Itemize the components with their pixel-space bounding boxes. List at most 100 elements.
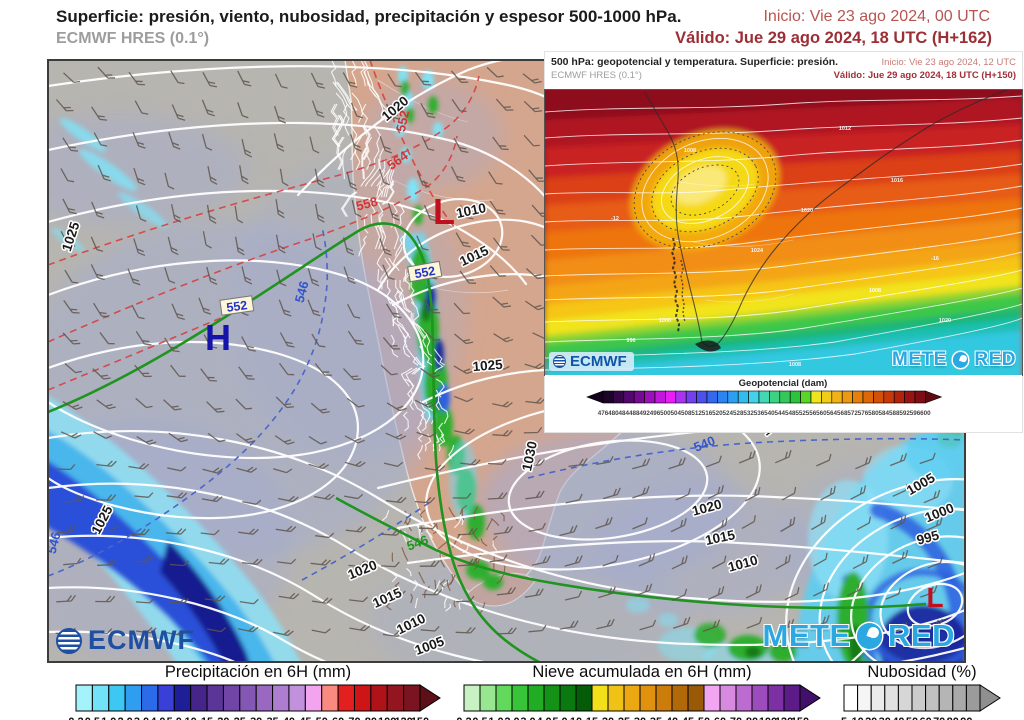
svg-text:2,0: 2,0 [117, 716, 132, 720]
legend-snow: Nieve acumulada en 6H (mm) 0,20,51,02,03,… [444, 663, 840, 720]
svg-text:50: 50 [906, 716, 918, 720]
svg-text:60: 60 [332, 716, 344, 720]
svg-text:15: 15 [586, 716, 598, 720]
svg-text:50: 50 [698, 716, 710, 720]
svg-text:536: 536 [754, 410, 765, 417]
inset-title: 500 hPa: geopotencial y temperatura. Sup… [551, 56, 839, 68]
svg-text:1,0: 1,0 [101, 716, 116, 720]
ecmwf-globe-icon [56, 627, 82, 654]
svg-text:4,0: 4,0 [150, 716, 165, 720]
svg-text:-12: -12 [611, 216, 619, 222]
svg-text:492: 492 [639, 410, 650, 417]
svg-text:516: 516 [702, 410, 713, 417]
svg-text:20: 20 [865, 716, 877, 720]
svg-text:484: 484 [619, 410, 630, 417]
svg-text:4,0: 4,0 [536, 716, 551, 720]
legend-precipitation: Precipitación en 6H (mm)0,20,51,02,03,04… [56, 663, 460, 720]
svg-text:1008: 1008 [684, 148, 696, 154]
inset-model-label: ECMWF HRES (0.1°) [551, 70, 642, 81]
svg-text:540: 540 [764, 410, 775, 417]
svg-text:488: 488 [629, 410, 640, 417]
meteored-logo: METE RED [762, 618, 955, 653]
svg-text:552: 552 [393, 109, 412, 133]
svg-text:20: 20 [217, 716, 229, 720]
svg-text:580: 580 [868, 410, 879, 417]
svg-text:70: 70 [730, 716, 742, 720]
svg-text:600: 600 [920, 410, 931, 417]
svg-text:1008: 1008 [789, 362, 801, 368]
inset-init-label: Inicio: Vie 23 ago 2024, 12 UTC [881, 57, 1017, 68]
page-title: Superficie: presión, viento, nubosidad, … [56, 7, 682, 26]
svg-text:45: 45 [682, 716, 694, 720]
inset-ecmwf-logo-text: ECMWF [570, 353, 627, 370]
svg-text:476: 476 [598, 410, 609, 417]
svg-text:1024: 1024 [751, 248, 764, 254]
svg-text:564: 564 [827, 410, 838, 417]
svg-text:560: 560 [816, 410, 827, 417]
svg-text:90: 90 [960, 716, 972, 720]
svg-text:568: 568 [837, 410, 848, 417]
svg-text:120: 120 [775, 716, 793, 720]
svg-text:496: 496 [650, 410, 661, 417]
inset-valid-label: Válido: Jue 29 ago 2024, 18 UTC (H+150) [833, 70, 1016, 81]
inset-contours [545, 95, 1022, 371]
svg-text:Geopotencial (dam): Geopotencial (dam) [739, 378, 828, 389]
svg-text:556: 556 [806, 410, 817, 417]
svg-text:1012: 1012 [839, 126, 851, 132]
thickness-contours-red [48, 60, 480, 391]
svg-text:544: 544 [775, 410, 786, 417]
svg-text:1020: 1020 [939, 318, 951, 324]
legend-precipitation-title: Precipitación en 6H (mm) [164, 663, 352, 681]
geopotential-legend: Geopotencial (dam) 476 480 484 488 492 496 500 5… [545, 375, 1022, 432]
svg-text:-16: -16 [931, 256, 939, 262]
svg-text:584: 584 [879, 410, 890, 417]
svg-text:504: 504 [671, 410, 682, 417]
ecmwf-logo-text: ECMWF [88, 625, 195, 655]
svg-text:1008: 1008 [869, 288, 881, 294]
svg-text:10: 10 [851, 716, 863, 720]
svg-text:5,0: 5,0 [552, 716, 567, 720]
svg-text:558: 558 [354, 194, 379, 214]
model-label: ECMWF HRES (0.1°) [56, 30, 210, 47]
svg-text:552: 552 [413, 264, 436, 281]
ecmwf-globe-icon [553, 355, 566, 368]
svg-text:572: 572 [847, 410, 858, 417]
svg-text:546: 546 [292, 279, 312, 304]
svg-text:100: 100 [378, 716, 396, 720]
svg-text:3,0: 3,0 [134, 716, 149, 720]
svg-text:552: 552 [226, 298, 249, 315]
svg-text:3,0: 3,0 [520, 716, 535, 720]
svg-text:576: 576 [858, 410, 869, 417]
svg-text:5,0: 5,0 [167, 716, 182, 720]
forecast-valid-label: Válido: Jue 29 ago 2024, 18 UTC (H+162) [675, 29, 992, 47]
svg-text:15: 15 [201, 716, 213, 720]
inset-500hpa-panel: 500 hPa: geopotencial y temperatura. Sup… [544, 52, 1023, 432]
svg-text:70: 70 [933, 716, 945, 720]
svg-text:528: 528 [733, 410, 744, 417]
svg-text:1025: 1025 [472, 357, 504, 375]
svg-text:512: 512 [691, 410, 702, 417]
svg-text:120: 120 [394, 716, 412, 720]
legend-snow-title: Nieve acumulada en 6H (mm) [532, 663, 752, 681]
svg-text:520: 520 [712, 410, 723, 417]
wind-barbs [55, 66, 943, 638]
inset-ecmwf-logo: ECMWF [549, 352, 634, 371]
svg-text:596: 596 [910, 410, 921, 417]
svg-text:45: 45 [299, 716, 311, 720]
svg-text:546: 546 [405, 532, 431, 554]
inset-meteored-logo: METE RED [892, 349, 1016, 370]
svg-text:20: 20 [602, 716, 614, 720]
meteored-o-icon [856, 623, 883, 649]
svg-text:80: 80 [365, 716, 377, 720]
svg-text:552: 552 [795, 410, 806, 417]
svg-text:532: 532 [743, 410, 754, 417]
svg-text:508: 508 [681, 410, 692, 417]
svg-text:5: 5 [841, 716, 847, 720]
svg-text:60: 60 [919, 716, 931, 720]
svg-text:100: 100 [759, 716, 777, 720]
inset-500hpa-map: 1012 1008 1016 1020 1024 1008 1000 996 1020 1008 -… [544, 89, 1023, 376]
svg-text:L: L [433, 191, 455, 232]
svg-text:25: 25 [234, 716, 246, 720]
svg-text:25: 25 [618, 716, 630, 720]
svg-text:1016: 1016 [891, 178, 903, 184]
